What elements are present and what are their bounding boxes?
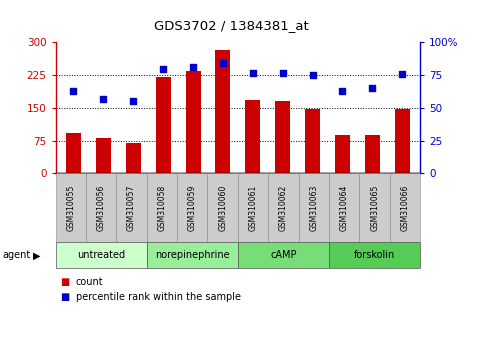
Text: GSM310061: GSM310061 — [249, 185, 257, 231]
Point — [249, 70, 256, 75]
Bar — [395, 109, 410, 173]
Text: percentile rank within the sample: percentile rank within the sample — [76, 292, 241, 302]
Point — [398, 71, 406, 77]
Bar — [305, 109, 320, 173]
Text: norepinephrine: norepinephrine — [155, 250, 229, 261]
Text: ▶: ▶ — [33, 250, 41, 261]
Bar — [365, 135, 380, 173]
Bar — [245, 100, 260, 173]
Bar — [275, 101, 290, 173]
Text: GSM310056: GSM310056 — [97, 185, 106, 231]
Bar — [126, 143, 141, 173]
Text: GSM310062: GSM310062 — [279, 185, 288, 231]
Bar — [66, 133, 81, 173]
Text: untreated: untreated — [77, 250, 125, 261]
Bar — [156, 78, 170, 173]
Text: agent: agent — [2, 250, 30, 261]
Text: GDS3702 / 1384381_at: GDS3702 / 1384381_at — [155, 19, 309, 32]
Text: ■: ■ — [60, 292, 70, 302]
Bar — [215, 50, 230, 173]
Point — [70, 88, 77, 94]
Text: GSM310065: GSM310065 — [370, 185, 379, 231]
Point — [189, 64, 197, 70]
Text: count: count — [76, 278, 103, 287]
Point — [309, 73, 316, 78]
Text: GSM310064: GSM310064 — [340, 185, 349, 231]
Text: GSM310066: GSM310066 — [400, 185, 410, 231]
Bar — [96, 138, 111, 173]
Text: GSM310063: GSM310063 — [309, 185, 318, 231]
Point — [369, 86, 376, 91]
Text: ■: ■ — [60, 278, 70, 287]
Text: GSM310059: GSM310059 — [188, 185, 197, 231]
Point — [339, 88, 346, 94]
Text: GSM310058: GSM310058 — [157, 185, 167, 231]
Text: cAMP: cAMP — [270, 250, 297, 261]
Text: forskolin: forskolin — [354, 250, 395, 261]
Bar — [185, 71, 200, 173]
Point — [159, 66, 167, 72]
Point — [219, 61, 227, 66]
Point — [99, 96, 107, 102]
Point — [279, 70, 286, 75]
Text: GSM310055: GSM310055 — [66, 185, 75, 231]
Text: GSM310060: GSM310060 — [218, 185, 227, 231]
Text: GSM310057: GSM310057 — [127, 185, 136, 231]
Bar — [335, 135, 350, 173]
Point — [129, 99, 137, 104]
